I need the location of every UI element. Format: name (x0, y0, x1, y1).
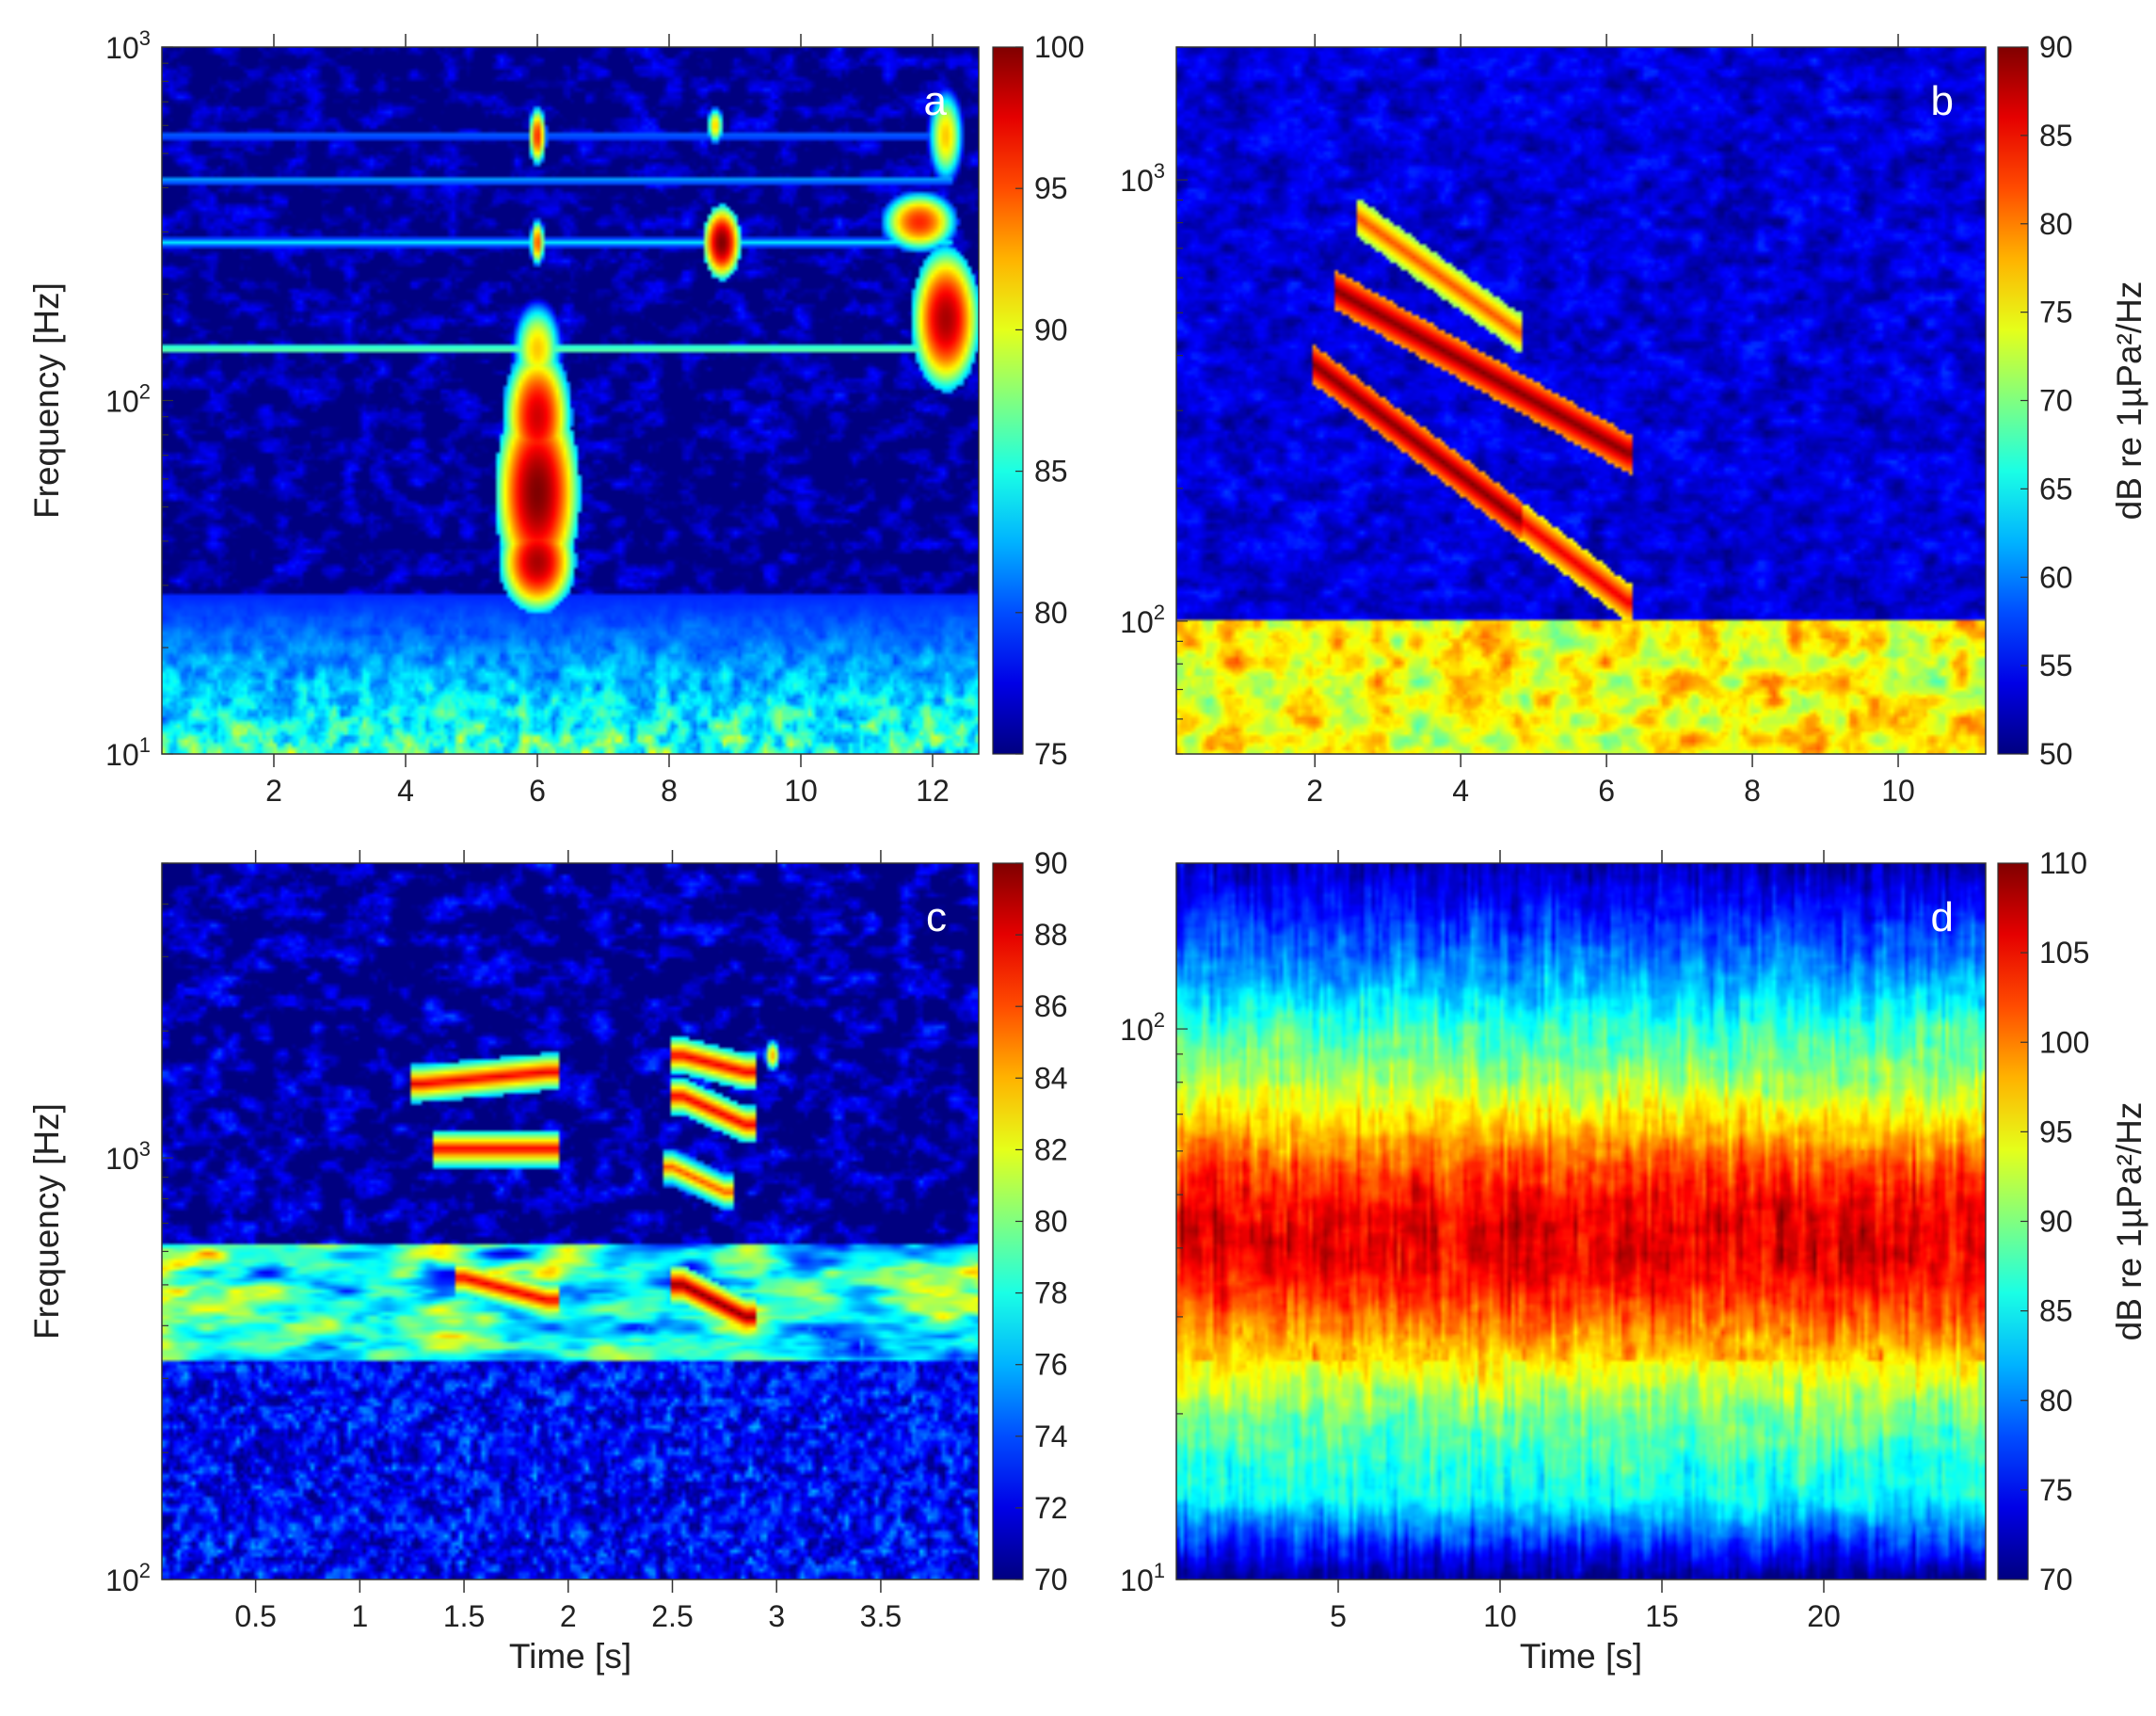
y-tick-label-a: 101 (105, 733, 151, 772)
colorbar-tick-label-d: 100 (2039, 1025, 2089, 1059)
x-axis-label-c: Time [s] (509, 1637, 631, 1676)
colorbar-d (1997, 862, 2029, 1580)
spectrogram-d (1176, 863, 1986, 1580)
colorbar-tick-label-d: 110 (2039, 846, 2087, 880)
colorbar-tick-label-a: 95 (1034, 171, 1068, 205)
colorbar-tick-label-c: 82 (1034, 1132, 1068, 1166)
spectrogram-b (1176, 47, 1986, 754)
colorbar-a (992, 46, 1024, 755)
colorbar-tick-label-c: 80 (1034, 1205, 1068, 1239)
x-axis-label-d: Time [s] (1520, 1637, 1642, 1676)
colorbar-tick-label-c: 88 (1034, 918, 1068, 952)
x-tick-label-a: 12 (916, 774, 950, 808)
x-tick-label-b: 6 (1598, 774, 1615, 808)
panel-label-c: c (926, 894, 947, 940)
plot-frame-b (1175, 46, 1987, 755)
colorbar-tick-label-b: 90 (2039, 30, 2073, 64)
spectrogram-c (162, 863, 979, 1580)
colorbar-tick-label-d: 70 (2039, 1563, 2073, 1596)
colorbar-tick-label-b: 85 (2039, 119, 2073, 152)
colorbar-tick-label-b: 80 (2039, 207, 2073, 241)
x-tick-label-a: 6 (529, 774, 546, 808)
colorbar-tick-label-c: 70 (1034, 1563, 1068, 1596)
y-tick-label-d: 102 (1120, 1008, 1165, 1047)
colorbar-tick-label-d: 95 (2039, 1115, 2073, 1148)
spectrogram-a (162, 47, 979, 754)
colorbar-tick-label-a: 80 (1034, 596, 1068, 630)
colorbar-tick-label-d: 75 (2039, 1473, 2073, 1507)
y-tick-label-b: 103 (1120, 159, 1165, 198)
panel-d: 5 10 15 20 101 102 Time [s] d 70 75 80 85 90 95 100 105… (1120, 846, 2148, 1676)
colorbar-tick-label-a: 85 (1034, 455, 1068, 489)
x-tick-label-a: 10 (784, 774, 818, 808)
colorbar-tick-label-a: 90 (1034, 313, 1068, 346)
panel-c: 0.5 1 1.5 2 2.5 3 3.5 102 103 Frequency [Hz] Time … (27, 846, 1068, 1676)
x-tick-label-c: 3.5 (860, 1599, 902, 1633)
colorbar-tick-label-d: 90 (2039, 1205, 2073, 1239)
x-tick-label-d: 15 (1645, 1599, 1679, 1633)
x-tick-label-c: 2 (560, 1599, 577, 1633)
x-tick-label-c: 3 (768, 1599, 785, 1633)
plot-frame-d (1175, 862, 1987, 1580)
x-tick-label-d: 5 (1330, 1599, 1347, 1633)
y-tick-label-a: 103 (105, 26, 151, 65)
panel-label-d: d (1931, 894, 1954, 940)
panel-label-b: b (1931, 78, 1954, 124)
colorbar-tick-label-c: 74 (1034, 1419, 1068, 1453)
colorbar-tick-label-b: 75 (2039, 296, 2073, 329)
x-tick-label-a: 8 (661, 774, 678, 808)
colorbar-label-d: dB re 1µPa²/Hz (2110, 1102, 2148, 1341)
x-tick-label-b: 2 (1306, 774, 1323, 808)
x-tick-label-c: 1.5 (443, 1599, 485, 1633)
x-tick-label-b: 8 (1744, 774, 1761, 808)
colorbar-tick-label-d: 105 (2039, 936, 2089, 970)
colorbar-tick-label-b: 50 (2039, 737, 2073, 771)
x-tick-label-c: 0.5 (234, 1599, 276, 1633)
y-tick-label-b: 102 (1120, 601, 1165, 639)
y-axis-label-c: Frequency [Hz] (27, 1103, 66, 1339)
panel-label-a: a (924, 78, 948, 124)
x-tick-label-c: 1 (351, 1599, 368, 1633)
y-axis-label-a: Frequency [Hz] (27, 282, 66, 519)
colorbar-tick-label-b: 70 (2039, 384, 2073, 418)
y-tick-label-c: 103 (105, 1137, 151, 1176)
x-tick-label-b: 10 (1881, 774, 1915, 808)
y-tick-label-c: 102 (105, 1559, 151, 1597)
colorbar-tick-label-b: 60 (2039, 560, 2073, 594)
x-tick-label-d: 10 (1483, 1599, 1517, 1633)
panel-a: 2 4 6 8 10 12 101 102 103 Frequency [Hz] a 75 80 85 90… (27, 26, 1084, 808)
colorbar-tick-label-c: 76 (1034, 1348, 1068, 1382)
y-tick-label-d: 101 (1120, 1559, 1165, 1597)
colorbar-tick-label-a: 75 (1034, 737, 1068, 771)
colorbar-tick-label-c: 78 (1034, 1276, 1068, 1310)
panel-b: 2 4 6 8 10 102 103 b 50 55 60 65 70 75 80 85 90 dB re 1µP… (1120, 30, 2148, 808)
colorbar-tick-label-d: 85 (2039, 1294, 2073, 1328)
colorbar-tick-label-c: 86 (1034, 989, 1068, 1023)
colorbar-tick-label-d: 80 (2039, 1384, 2073, 1418)
colorbar-tick-label-a: 100 (1034, 30, 1084, 64)
colorbar-tick-label-c: 90 (1034, 846, 1068, 880)
y-tick-label-a: 102 (105, 380, 151, 419)
colorbar-tick-label-c: 72 (1034, 1491, 1068, 1525)
colorbar-tick-label-b: 55 (2039, 649, 2073, 682)
plot-frame-c (161, 862, 980, 1580)
x-tick-label-c: 2.5 (651, 1599, 693, 1633)
colorbar-tick-label-c: 84 (1034, 1061, 1068, 1095)
x-tick-label-a: 4 (397, 774, 414, 808)
colorbar-tick-label-b: 65 (2039, 472, 2073, 505)
x-tick-label-b: 4 (1452, 774, 1469, 808)
x-tick-label-a: 2 (265, 774, 282, 808)
colorbar-label-b: dB re 1µPa²/Hz (2110, 281, 2148, 521)
x-tick-label-d: 20 (1807, 1599, 1841, 1633)
